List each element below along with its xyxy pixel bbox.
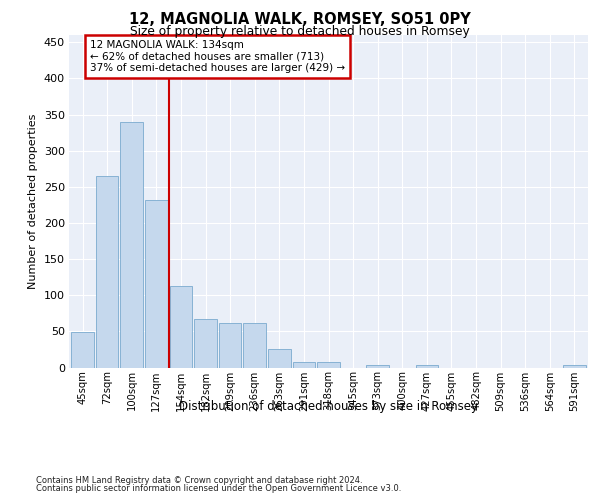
Bar xyxy=(268,350,290,368)
Bar xyxy=(367,366,389,368)
Text: Distribution of detached houses by size in Romsey: Distribution of detached houses by size … xyxy=(179,400,478,413)
Bar xyxy=(317,362,340,368)
Bar xyxy=(71,332,94,368)
Bar xyxy=(96,176,118,368)
Bar xyxy=(563,366,586,368)
Text: 12, MAGNOLIA WALK, ROMSEY, SO51 0PY: 12, MAGNOLIA WALK, ROMSEY, SO51 0PY xyxy=(129,12,471,28)
Bar xyxy=(170,286,192,368)
Bar xyxy=(194,319,217,368)
Bar xyxy=(416,366,438,368)
Text: Contains HM Land Registry data © Crown copyright and database right 2024.: Contains HM Land Registry data © Crown c… xyxy=(36,476,362,485)
Bar xyxy=(145,200,167,368)
Bar xyxy=(121,122,143,368)
Bar xyxy=(244,324,266,368)
Text: Size of property relative to detached houses in Romsey: Size of property relative to detached ho… xyxy=(130,25,470,38)
Bar xyxy=(219,324,241,368)
Text: Contains public sector information licensed under the Open Government Licence v3: Contains public sector information licen… xyxy=(36,484,401,493)
Bar xyxy=(293,362,315,368)
Y-axis label: Number of detached properties: Number of detached properties xyxy=(28,114,38,289)
Text: 12 MAGNOLIA WALK: 134sqm
← 62% of detached houses are smaller (713)
37% of semi-: 12 MAGNOLIA WALK: 134sqm ← 62% of detach… xyxy=(90,40,345,74)
